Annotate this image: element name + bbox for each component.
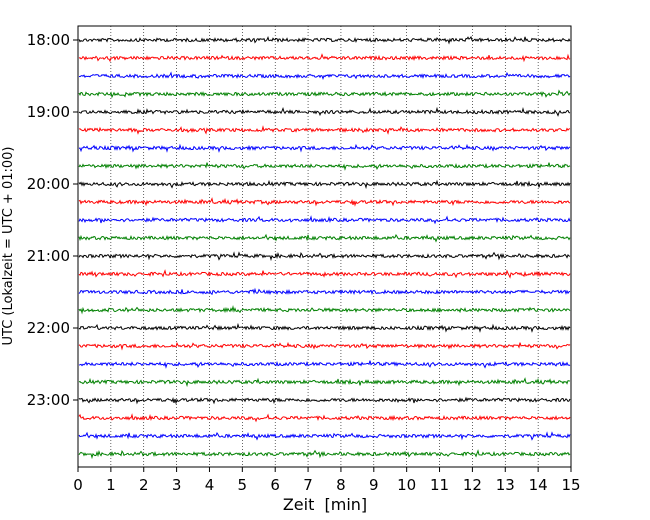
trace-21 [78,396,571,405]
trace-17 [78,322,571,333]
trace-2 [78,53,571,63]
y-axis-label: UTC (Lokalzeit = UTC + 01:00) [1,147,16,346]
trace-8 [78,162,571,171]
x-tick-label-5: 5 [238,476,248,494]
y-tick-label-3: 21:00 [27,247,70,265]
seismic-traces [78,35,571,460]
trace-16 [78,305,571,315]
trace-11 [78,215,571,225]
plot-frame [77,25,572,468]
x-tick-label-4: 4 [205,476,215,494]
trace-22 [78,413,571,423]
trace-24 [78,449,571,460]
x-tick-label-0: 0 [73,476,83,494]
trace-14 [78,269,571,279]
x-tick-label-13: 13 [496,476,515,494]
trace-20 [78,377,571,388]
trace-4 [78,89,571,99]
trace-7 [78,143,571,153]
trace-18 [78,341,571,351]
x-tick-label-15: 15 [561,476,580,494]
trace-15 [78,287,571,296]
trace-19 [78,360,571,369]
trace-3 [78,71,571,80]
x-tick-label-9: 9 [369,476,379,494]
trace-13 [78,251,571,262]
trace-1 [78,35,571,45]
x-tick-label-3: 3 [172,476,182,494]
trace-10 [78,197,571,207]
x-axis-label: Zeit [min] [283,495,367,514]
x-tick-label-11: 11 [430,476,449,494]
x-tick-label-6: 6 [270,476,280,494]
x-tick-label-8: 8 [336,476,346,494]
y-tick-label-0: 18:00 [27,31,70,49]
x-tick-label-14: 14 [529,476,548,494]
x-tick-label-12: 12 [463,476,482,494]
y-tick-label-2: 20:00 [27,175,70,193]
trace-23 [78,431,571,441]
trace-12 [78,233,571,243]
x-tick-label-10: 10 [397,476,416,494]
x-tick-label-2: 2 [139,476,149,494]
y-tick-label-1: 19:00 [27,103,70,121]
trace-6 [78,125,571,135]
trace-9 [78,179,571,190]
y-tick-label-5: 23:00 [27,391,70,409]
x-tick-label-1: 1 [106,476,116,494]
x-axis-ticks: 0 1 2 3 4 5 6 7 8 9 10 11 12 13 14 15 [73,467,581,494]
x-tick-label-7: 7 [303,476,313,494]
y-tick-label-4: 22:00 [27,319,70,337]
trace-5 [78,106,571,117]
y-axis-ticks: 18:00 19:00 20:00 21:00 22:00 23:00 [27,31,78,409]
